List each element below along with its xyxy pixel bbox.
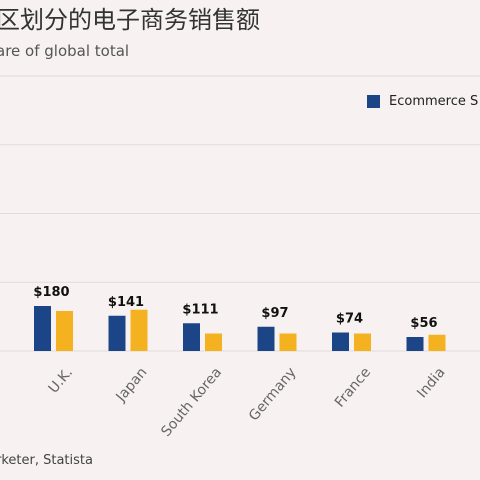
bar-series-2-u-k- (56, 311, 73, 351)
legend-swatch-series-1 (367, 95, 380, 108)
x-tick-label: India (414, 365, 448, 402)
data-label: $74 (336, 312, 363, 327)
data-label: $141 (108, 295, 144, 310)
bar-series-1-germany (257, 326, 275, 351)
source-note: rketer, Statista (0, 453, 93, 468)
x-tick-label: Japan (113, 365, 151, 406)
data-label: $97 (261, 306, 288, 321)
bar-series-2-germany (279, 333, 297, 351)
data-label: $180 (33, 285, 69, 300)
legend-label-series-1: Ecommerce S (389, 94, 479, 109)
x-tick-label: Germany (246, 365, 300, 425)
chart-subtitle: are of global total (0, 42, 130, 60)
chart-title: 区划分的电子商务销售额 (0, 6, 260, 34)
data-label: $56 (410, 316, 437, 331)
bar-series-2-south-korea (205, 333, 222, 351)
bar-series-1-india (406, 337, 424, 351)
legend: Ecommerce S (367, 94, 478, 109)
x-tick-label: U.K. (46, 365, 76, 397)
x-tick-label: South Korea (158, 365, 225, 440)
bar-series-1-u-k- (34, 306, 51, 351)
bar-series-1-japan (108, 315, 126, 351)
bar-series-1-france (332, 332, 349, 351)
bar-series-2-japan (130, 309, 148, 351)
bar-series-1-south-korea (183, 323, 200, 351)
x-tick-label: France (332, 365, 374, 411)
bar-series-2-india (428, 334, 446, 351)
bar-series-2-france (354, 333, 371, 351)
data-label: $111 (182, 302, 218, 317)
